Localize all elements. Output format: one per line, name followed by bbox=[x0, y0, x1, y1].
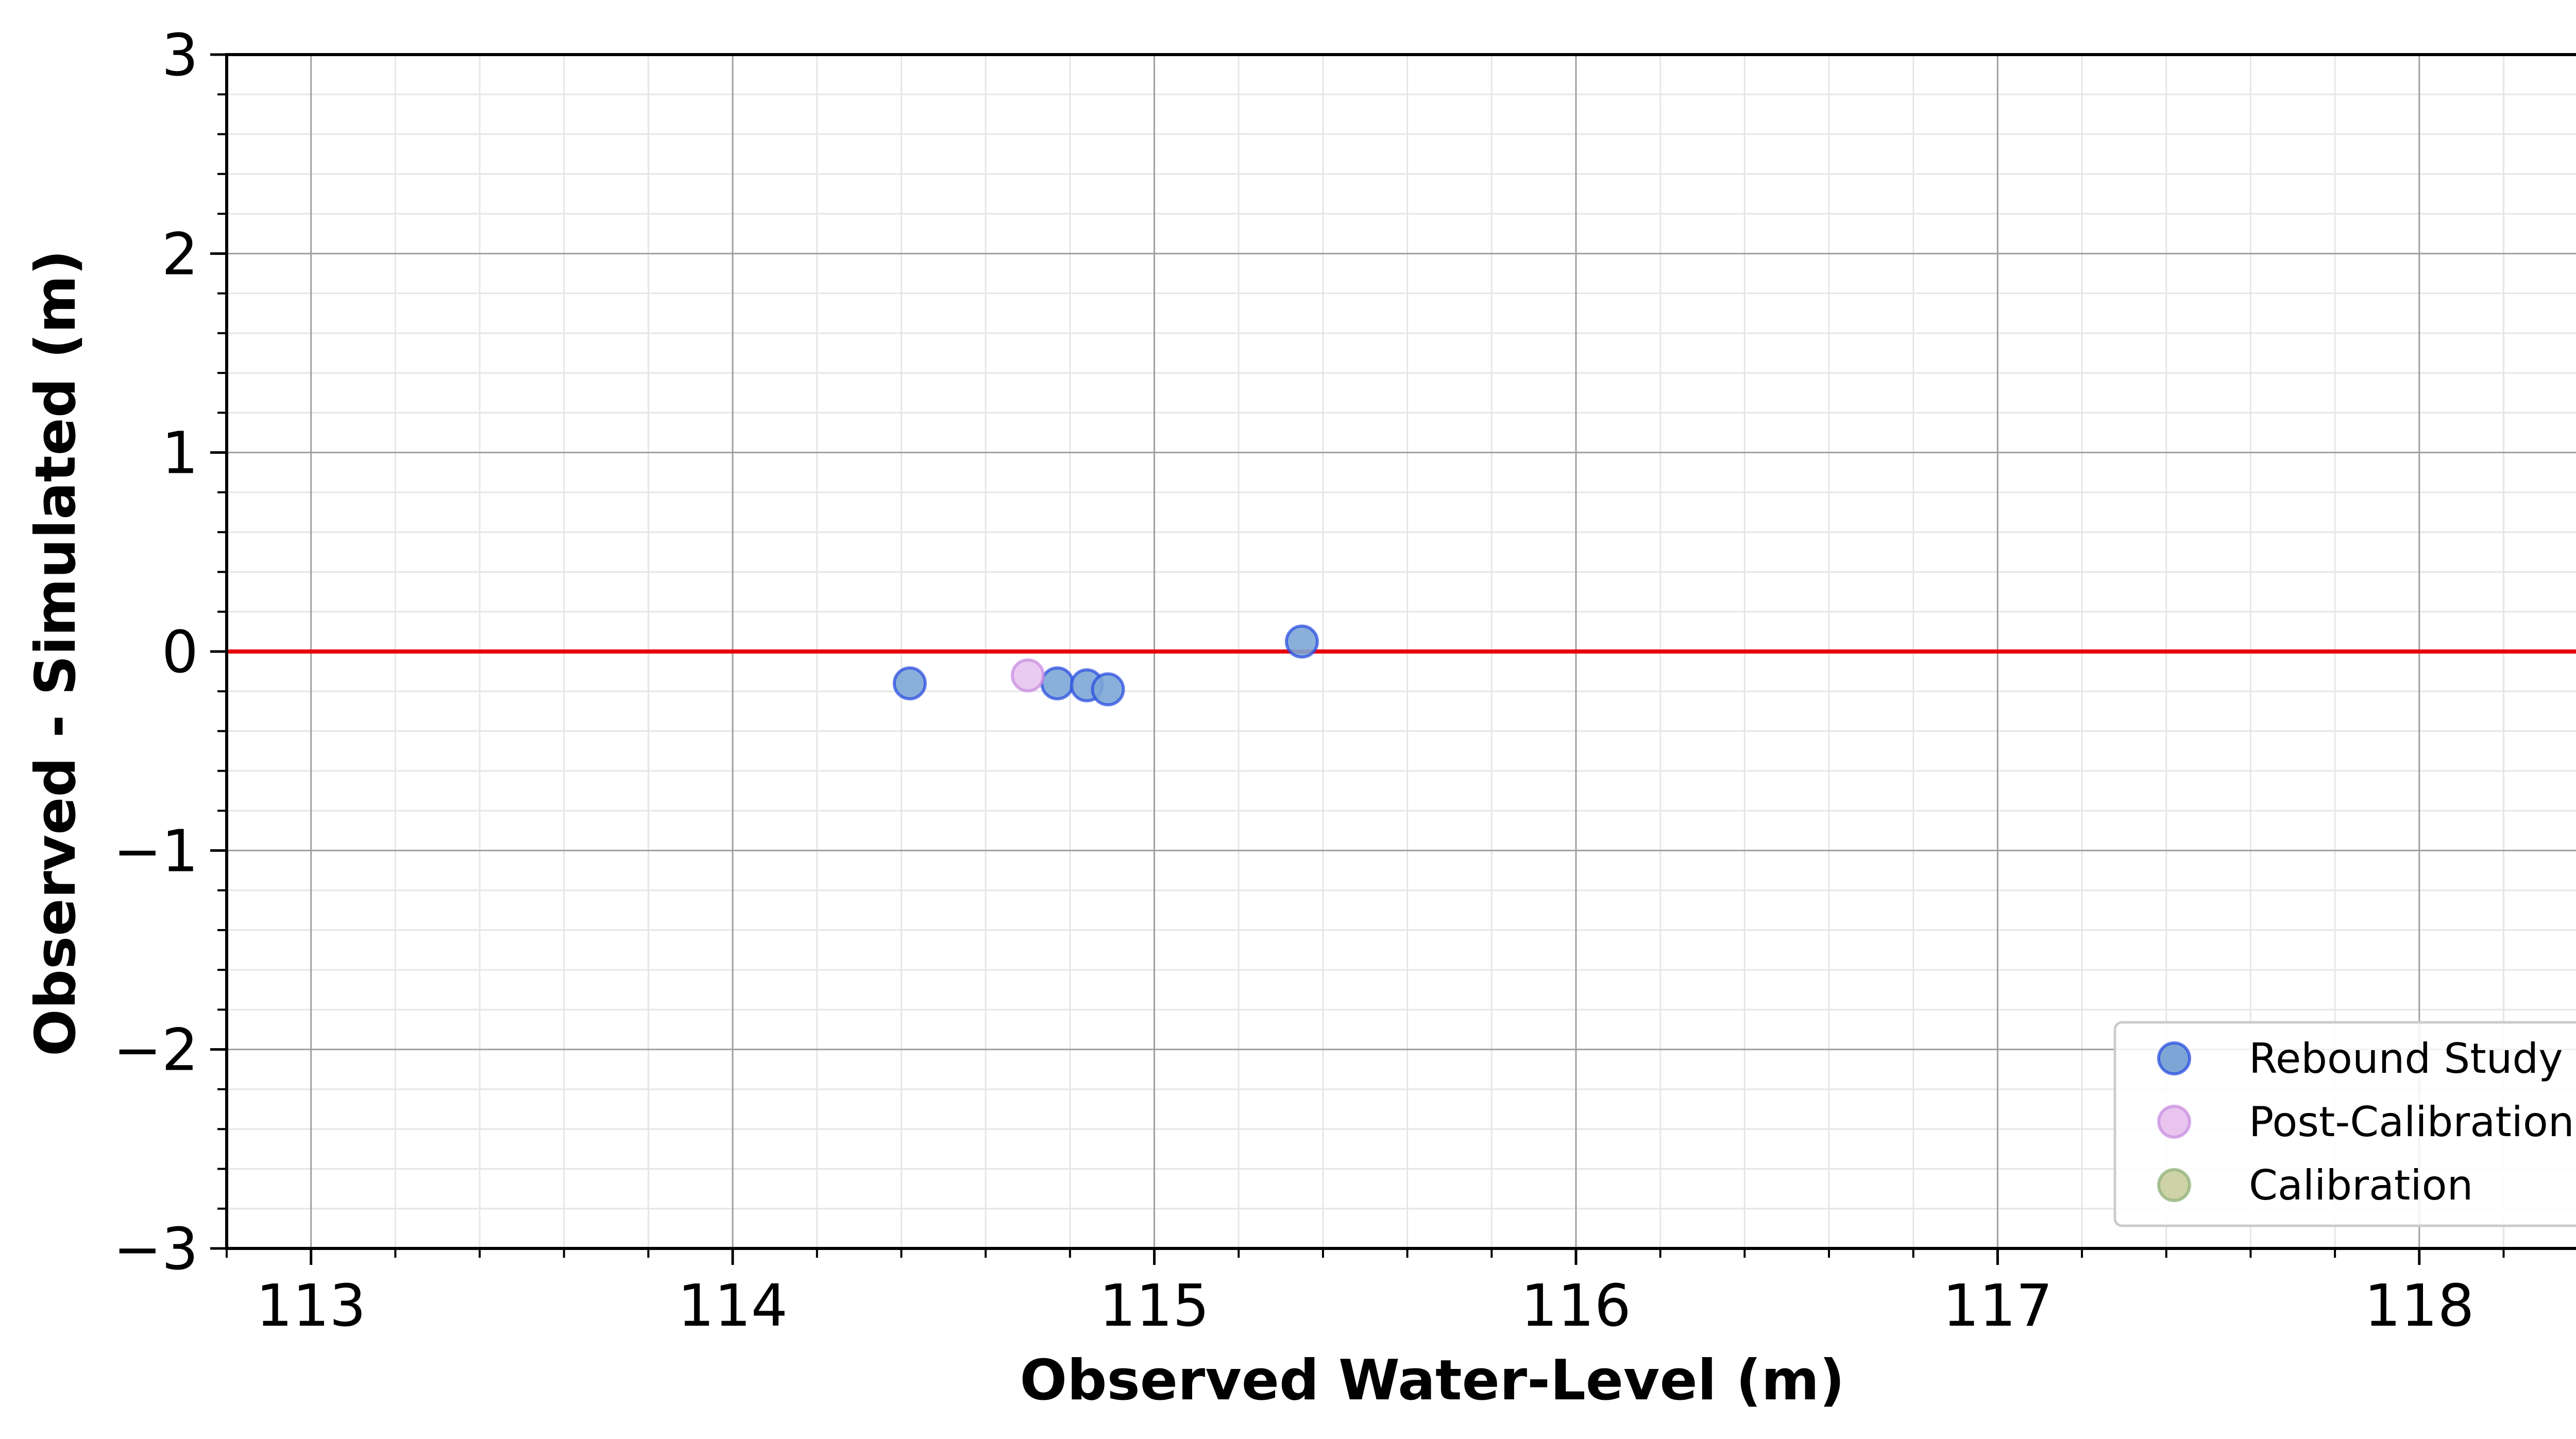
x-axis-title: Observed Water-Level (m) bbox=[1020, 1348, 1844, 1413]
x-tick-label: 113 bbox=[256, 1273, 366, 1340]
x-tick-label: 116 bbox=[1521, 1273, 1631, 1340]
y-tick-label: 1 bbox=[162, 420, 198, 487]
rebound-study-point bbox=[1091, 672, 1125, 707]
y-tick-label: 0 bbox=[162, 619, 198, 686]
y-tick-label: 3 bbox=[162, 22, 198, 89]
post-calibration-point bbox=[1011, 658, 1045, 693]
x-tick-label: 115 bbox=[1099, 1273, 1210, 1340]
legend-label-post-calibration: Post-Calibration bbox=[2249, 1098, 2574, 1146]
legend-marker-calibration bbox=[2157, 1168, 2191, 1202]
x-tick-label: 118 bbox=[2364, 1273, 2475, 1340]
y-tick-label: −2 bbox=[113, 1017, 198, 1084]
legend-marker-rebound-study bbox=[2157, 1041, 2191, 1075]
legend: Rebound Study Post-Calibration Calibration bbox=[2113, 1021, 2576, 1227]
legend-label-rebound-study: Rebound Study bbox=[2249, 1035, 2563, 1083]
ticks bbox=[210, 53, 2505, 1265]
legend-marker-post-calibration bbox=[2157, 1105, 2191, 1139]
rebound-study-point bbox=[892, 666, 927, 700]
x-tick-label: 114 bbox=[677, 1273, 788, 1340]
y-axis-title: Observed - Simulated (m) bbox=[24, 250, 88, 1056]
y-tick-label: −1 bbox=[113, 818, 198, 885]
rebound-study-point bbox=[1284, 624, 1319, 659]
y-tick-label: −3 bbox=[113, 1216, 198, 1283]
rebound-study-point bbox=[1040, 666, 1075, 700]
y-tick-label: 2 bbox=[162, 221, 198, 288]
legend-label-calibration: Calibration bbox=[2249, 1161, 2473, 1209]
data-points bbox=[892, 624, 1319, 707]
x-tick-label: 117 bbox=[1942, 1273, 2053, 1340]
legend-box bbox=[2113, 1021, 2576, 1227]
tick-labels: 113 114 115 116 117 118 −3 −2 −1 0 1 2 3 bbox=[113, 22, 2475, 1340]
